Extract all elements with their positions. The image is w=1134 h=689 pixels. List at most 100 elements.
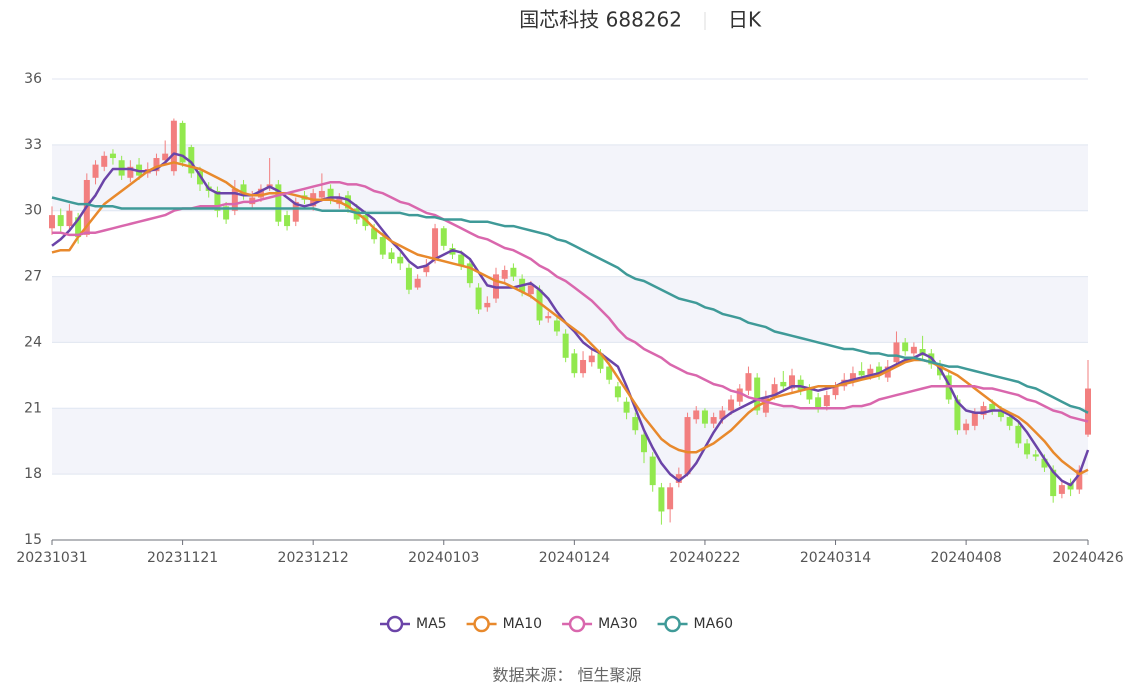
legend-item: MA10 xyxy=(466,615,542,633)
candle-body xyxy=(371,228,378,240)
candle-body xyxy=(858,370,865,376)
candle-body xyxy=(179,122,186,163)
y-tick-label: 27 xyxy=(24,269,42,285)
candle-body xyxy=(318,190,325,198)
candle-body xyxy=(745,373,752,391)
grid-band xyxy=(52,408,1088,475)
candle-body xyxy=(736,388,743,402)
source-note: 数据来源： 恒生聚源 xyxy=(492,666,641,685)
candle-body xyxy=(684,417,691,475)
y-tick-label: 33 xyxy=(24,137,42,153)
candle-body xyxy=(997,410,1004,418)
candle-body xyxy=(414,278,421,288)
candle-body xyxy=(893,342,900,363)
y-tick-label: 15 xyxy=(24,532,42,548)
candle-body xyxy=(667,487,674,510)
candle-body xyxy=(754,377,761,411)
x-tick-label: 20240222 xyxy=(669,550,740,566)
candle-body xyxy=(501,269,508,279)
candle-body xyxy=(397,256,404,264)
candle-body xyxy=(432,228,439,260)
candle-body xyxy=(789,375,795,389)
x-tick-label: 20231031 xyxy=(16,550,87,566)
candle-body xyxy=(675,474,682,483)
grid-band xyxy=(52,144,1088,211)
candle-body xyxy=(876,366,883,376)
candle-body xyxy=(188,147,195,174)
candle-body xyxy=(971,412,978,426)
candle-body xyxy=(867,368,874,376)
candle-body xyxy=(275,184,282,222)
x-tick-label: 20231121 xyxy=(147,550,218,566)
candle-body xyxy=(571,353,578,374)
candle-body xyxy=(284,215,291,227)
candle-body xyxy=(1032,454,1039,457)
legend-item: MA60 xyxy=(657,615,733,633)
candle-body xyxy=(815,397,822,409)
candle-body xyxy=(980,406,987,415)
candle-body xyxy=(57,215,64,227)
candle-body xyxy=(223,206,230,220)
candle-body xyxy=(597,353,604,369)
candle-body xyxy=(632,417,639,431)
candle-body xyxy=(1050,469,1057,497)
candle-body xyxy=(49,215,55,229)
candle-body xyxy=(701,410,708,424)
x-tick-label: 20240124 xyxy=(539,550,610,566)
candle-body xyxy=(231,188,238,211)
chart-subtitle: 日K xyxy=(728,8,762,32)
candle-body xyxy=(109,153,116,159)
candle-body xyxy=(379,237,386,255)
candle-body xyxy=(1058,485,1065,494)
candle-body xyxy=(580,359,587,374)
candle-body xyxy=(240,184,247,194)
candle-body xyxy=(545,316,552,319)
candle-body xyxy=(553,320,560,332)
candle-body xyxy=(710,417,717,424)
candle-body xyxy=(423,265,430,273)
x-tick-label: 20240103 xyxy=(408,550,479,566)
ma-line xyxy=(52,180,1089,423)
candle-body xyxy=(466,263,473,284)
legend-label: MA10 xyxy=(503,616,542,632)
candle-body xyxy=(536,289,543,321)
candle-body xyxy=(606,366,613,380)
candle-body xyxy=(1015,425,1022,444)
legend-label: MA60 xyxy=(694,616,733,632)
legend-label: MA5 xyxy=(416,616,447,632)
candle-body xyxy=(127,166,134,178)
candle-body xyxy=(1024,443,1031,455)
candle-body xyxy=(458,254,465,266)
candle-body xyxy=(257,188,264,198)
legend-item: MA5 xyxy=(380,615,447,633)
candle-body xyxy=(214,190,221,211)
candle-body xyxy=(719,410,726,420)
legend-marker xyxy=(664,615,681,633)
legend-marker xyxy=(386,615,404,633)
candle-body xyxy=(153,158,160,172)
candle-body xyxy=(66,210,73,227)
y-tick-label: 36 xyxy=(24,71,42,87)
legend-marker xyxy=(568,615,586,633)
candle-body xyxy=(649,456,656,486)
candle-body xyxy=(101,155,108,167)
candle-body xyxy=(588,355,595,363)
candle-body xyxy=(1076,469,1083,490)
legend-item: MA30 xyxy=(562,615,638,633)
y-tick-label: 30 xyxy=(24,203,42,219)
candle-body xyxy=(440,228,447,246)
candle-body xyxy=(1006,417,1013,426)
candle-body xyxy=(510,267,517,277)
grid-band xyxy=(52,276,1088,343)
x-tick-label: 20240314 xyxy=(800,550,871,566)
candle-body xyxy=(475,287,482,310)
candle-body xyxy=(484,302,491,308)
candle-body xyxy=(92,164,99,178)
candle-body xyxy=(963,423,970,431)
candle-body xyxy=(832,386,839,396)
y-tick-label: 24 xyxy=(24,334,42,350)
x-tick-label: 20231212 xyxy=(278,550,349,566)
candle-body xyxy=(641,434,647,453)
